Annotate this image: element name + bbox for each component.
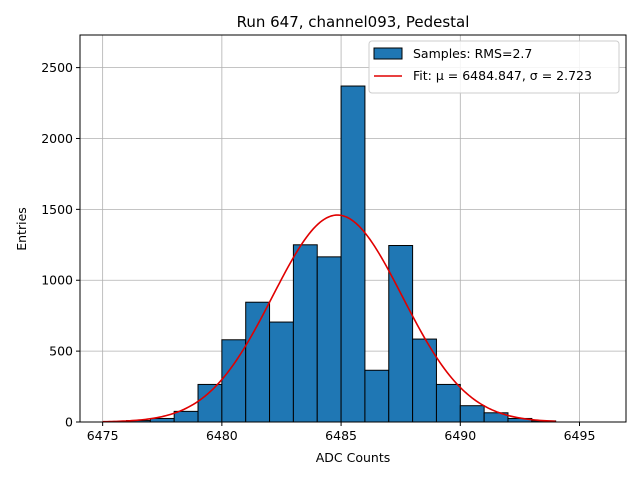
histogram-bar bbox=[197, 383, 223, 423]
gaussian-fit-curve bbox=[102, 214, 556, 423]
legend: Samples: RMS=2.7 Fit: μ = 6484.847, σ = … bbox=[368, 40, 620, 94]
histogram-bar bbox=[459, 405, 485, 423]
y-tick-label: 1500 bbox=[41, 202, 73, 217]
histogram-bar bbox=[435, 383, 461, 423]
y-tick-label: 500 bbox=[49, 344, 73, 359]
x-tick-label: 6490 bbox=[444, 428, 476, 443]
histogram-bar bbox=[364, 369, 390, 423]
histogram-bar bbox=[316, 256, 342, 423]
legend-box bbox=[368, 40, 620, 94]
histogram-bar bbox=[269, 321, 294, 423]
histogram-bar bbox=[245, 301, 271, 423]
y-tick-label: 0 bbox=[65, 415, 73, 430]
chart-title: Run 647, channel093, Pedestal bbox=[237, 13, 470, 31]
histogram-bar bbox=[292, 244, 318, 423]
histogram-bar bbox=[340, 85, 366, 423]
y-axis-ticks: 0 500 1000 1500 2000 2500 bbox=[41, 60, 80, 430]
legend-samples-swatch bbox=[373, 47, 403, 60]
y-tick-label: 1000 bbox=[41, 273, 73, 288]
y-tick-label: 2500 bbox=[41, 60, 73, 75]
histogram-bar bbox=[173, 410, 199, 423]
x-tick-label: 6475 bbox=[87, 428, 119, 443]
histogram-bars bbox=[125, 85, 557, 423]
x-tick-label: 6495 bbox=[564, 428, 596, 443]
y-axis-label: Entries bbox=[14, 207, 29, 251]
plot-frame bbox=[79, 34, 627, 423]
x-tick-label: 6485 bbox=[325, 428, 357, 443]
histogram-bar bbox=[388, 245, 414, 423]
legend-samples-label: Samples: RMS=2.7 bbox=[413, 46, 532, 61]
x-axis-label: ADC Counts bbox=[316, 450, 391, 465]
y-tick-label: 2000 bbox=[41, 131, 73, 146]
legend-fit-label: Fit: μ = 6484.847, σ = 2.723 bbox=[413, 68, 592, 83]
x-axis-ticks: 6475 6480 6485 6490 6495 bbox=[87, 422, 596, 443]
x-tick-label: 6480 bbox=[206, 428, 238, 443]
